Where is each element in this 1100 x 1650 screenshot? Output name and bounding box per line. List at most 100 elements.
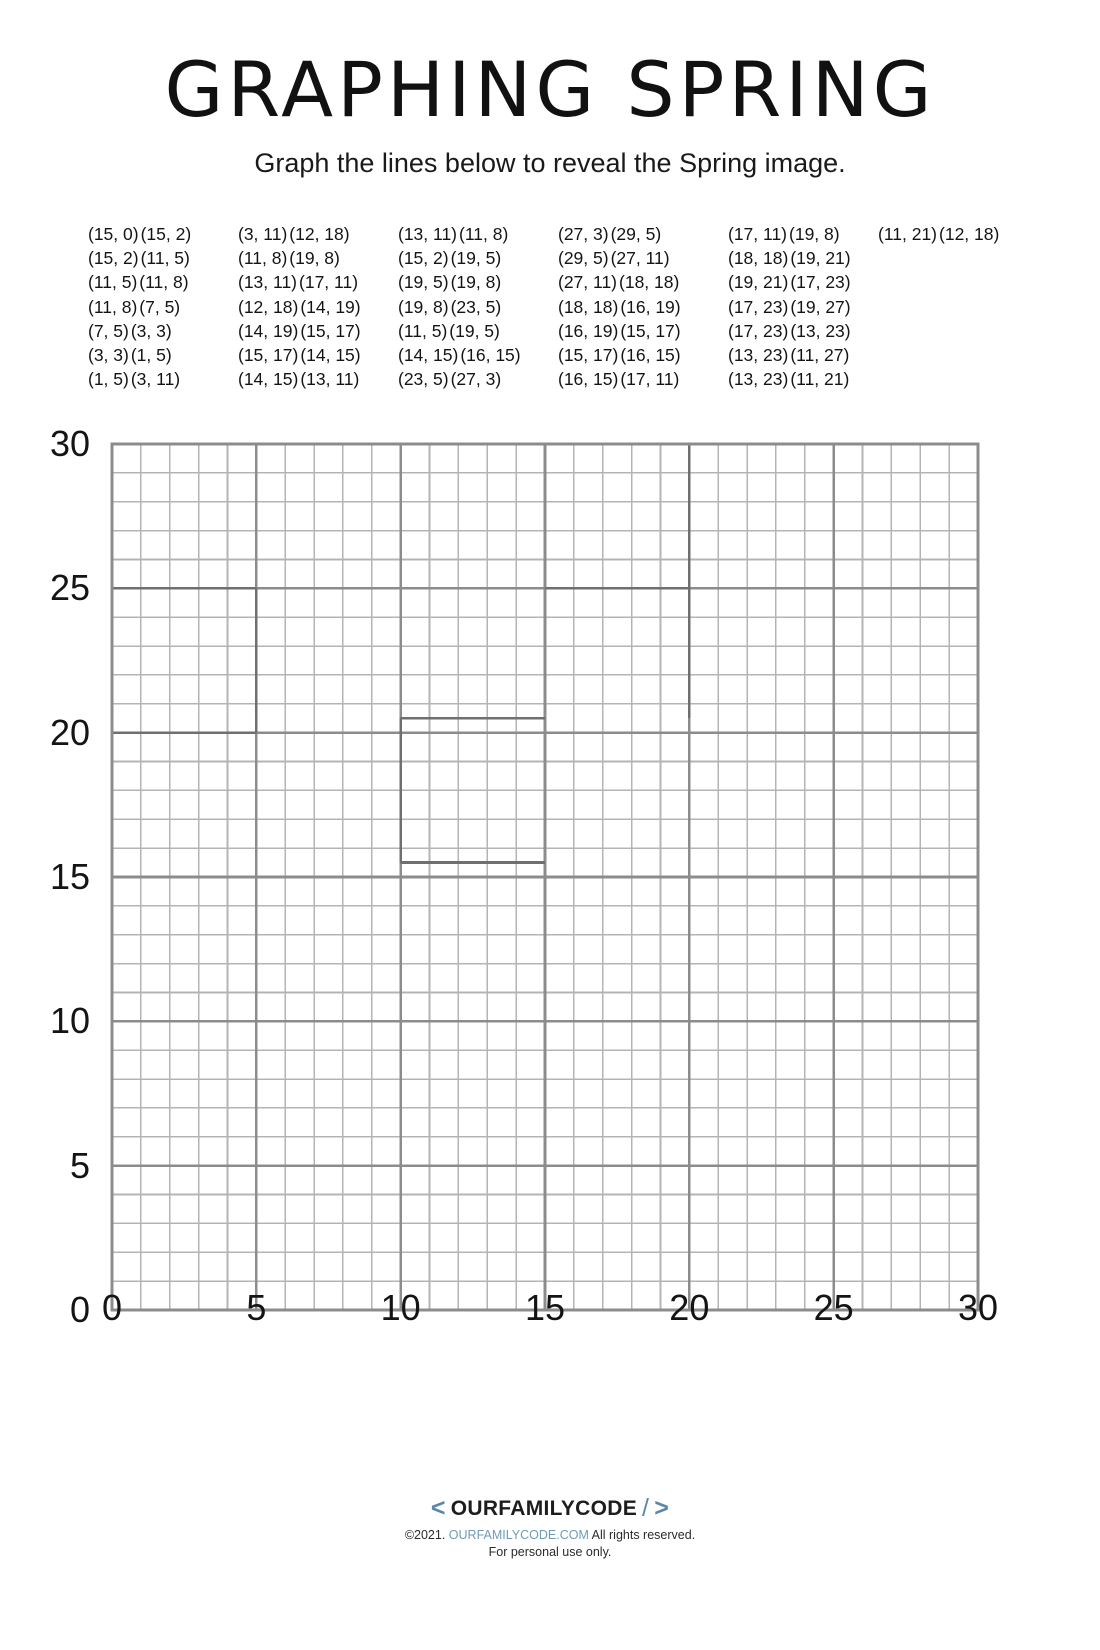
coordinate-pair-row: (19, 8) (23, 5)	[398, 295, 558, 319]
y-axis-tick-label: 15	[49, 856, 90, 897]
coordinate-to: (16, 15)	[620, 345, 681, 366]
coordinate-from: (23, 5)	[398, 369, 449, 390]
coordinate-from: (13, 23)	[728, 369, 789, 390]
coordinate-from: (29, 5)	[558, 248, 609, 269]
coordinate-from: (14, 15)	[238, 369, 299, 390]
coordinate-to: (27, 3)	[450, 369, 502, 390]
coordinate-column: (17, 11) (19, 8) (18, 18) (19, 21) (19, 21)(…	[728, 222, 878, 391]
coordinate-from: (18, 18)	[558, 296, 619, 317]
brand-logo[interactable]: < OURFAMILYCODE / >	[431, 1496, 669, 1521]
coordinate-from: (13, 11)	[398, 224, 458, 244]
coordinate-pair-row: (15, 17) (14, 15)	[238, 343, 398, 367]
x-axis-tick-label: 0	[101, 1287, 123, 1328]
graph-area: 0 5 10 15 20 25 30 0 5 10 15 20 25 30	[0, 426, 1100, 1360]
y-axis-tick-label: 20	[49, 711, 90, 753]
coordinate-from: (3, 3)	[88, 345, 129, 366]
x-axis-labels: 0 5 10 15 20 25 30	[0, 1290, 1100, 1350]
coordinate-from: (17, 11)	[728, 224, 788, 244]
copyright-icon: ©	[404, 1528, 415, 1542]
footer: < OURFAMILYCODE / > ©2021. OURFAMILYCODE…	[0, 1496, 1100, 1560]
chevron-right-icon: >	[654, 1494, 670, 1522]
y-axis-labels: 0 5 10 15 20 25 30	[0, 426, 100, 1328]
coordinate-from: (19, 21)	[728, 272, 789, 293]
brand-name: OURFAMILYCODE	[450, 1496, 638, 1520]
coordinate-to: (18, 18)	[619, 272, 680, 293]
coordinate-from: (17, 23)	[728, 320, 789, 341]
coordinate-from: (11, 5)	[88, 272, 138, 293]
coordinate-from: (13, 23)	[728, 345, 789, 366]
coordinate-from: (15, 2)	[88, 248, 139, 269]
coordinate-pair-row: (11, 5) (19, 5)	[398, 319, 558, 343]
coordinate-from: (16, 19)	[558, 320, 619, 341]
x-axis-tick-label: 20	[669, 1287, 710, 1328]
coordinate-from: (16, 15)	[558, 369, 619, 390]
coordinate-pair-row: (19, 5) (19, 8)	[398, 270, 558, 294]
coordinate-from: (3, 11)	[238, 224, 288, 244]
page-subtitle: Graph the lines below to reveal the Spri…	[254, 148, 846, 178]
x-axis-tick-label: 15	[524, 1287, 566, 1328]
coordinate-pair-row: (16, 19) (15, 17)	[558, 319, 728, 343]
coordinate-to: (16, 15)	[460, 345, 521, 366]
coordinate-from: (17, 23)	[728, 296, 789, 317]
coordinate-to: (11, 21)	[790, 369, 850, 390]
coordinate-pair-row: (11, 21) (12, 18)	[878, 222, 1012, 246]
grid-border	[110, 442, 980, 1312]
coordinate-pair-row: (15, 0) (15, 2)	[88, 222, 238, 246]
x-axis-tick-label: 10	[380, 1287, 421, 1328]
y-axis-tick-label: 25	[49, 567, 90, 609]
coordinate-pair-row: (13, 11) (17, 11)	[238, 270, 398, 294]
coordinate-to: (15, 17)	[300, 320, 361, 341]
coordinate-pair-row: (17, 11) (19, 8)	[728, 222, 878, 246]
coordinate-column: (13, 11) (11, 8) (15, 2) (19, 5) (19, 5) (19,…	[398, 222, 558, 391]
coordinate-pair-row: (17, 23) (19, 27)	[728, 295, 878, 319]
coordinate-pair-row: (18, 18) (16, 19)	[558, 295, 728, 319]
copyright-year: 2021.	[414, 1528, 446, 1542]
coordinate-to: (17, 11)	[620, 369, 680, 390]
coordinate-to: (12, 18)	[289, 224, 350, 244]
coordinate-pair-row: (17, 23) (13, 23)	[728, 319, 878, 343]
rights-text: All rights reserved.	[591, 1528, 696, 1542]
coordinate-from: (11, 21)	[878, 224, 938, 244]
site-link[interactable]: OURFAMILYCODE.COM	[448, 1528, 589, 1542]
coordinate-to: (19, 27)	[790, 296, 851, 317]
coordinate-from: (15, 17)	[558, 345, 619, 366]
coordinate-column: (11, 21) (12, 18)	[878, 222, 1012, 246]
coordinate-column: (3, 11) (12, 18) (11, 8) (19, 8) (13, 11) (17…	[238, 222, 398, 391]
coordinate-from: (1, 5)	[88, 369, 129, 390]
coordinate-pair-row: (12, 18) (14, 19)	[238, 295, 398, 319]
coordinate-pair-row: (14, 15) (13, 11)	[238, 367, 398, 391]
coordinate-to: (17, 23)	[790, 272, 851, 293]
x-axis-tick-label: 30	[957, 1287, 999, 1328]
coordinate-pair-row: (11, 5) (11, 8)	[88, 270, 238, 294]
coordinate-from: (13, 11)	[238, 272, 298, 293]
coordinate-pair-row: (13, 23) (11, 27)	[728, 343, 878, 367]
coordinate-to: (14, 19)	[300, 296, 361, 317]
coordinate-from: (18, 18)	[728, 248, 789, 269]
coordinate-pair-row: (13, 11) (11, 8)	[398, 222, 558, 246]
coordinate-from: (19, 8)	[398, 296, 449, 317]
coordinate-to: (15, 2)	[140, 224, 192, 244]
coordinate-to: (15, 17)	[620, 320, 681, 341]
coordinate-to: (17, 11)	[299, 272, 359, 293]
coordinate-pair-row: (14, 19) (15, 17)	[238, 319, 398, 343]
personal-use-note: For personal use only.	[488, 1545, 612, 1559]
coordinate-pair-row: (15, 2) (11, 5)	[88, 246, 238, 270]
coordinate-to: (19, 5)	[450, 248, 502, 269]
coordinate-pair-row: (29, 5) (27, 11)	[558, 246, 728, 270]
coordinate-from: (11, 8)	[88, 296, 138, 317]
coordinate-pair-row: (23, 5) (27, 3)	[398, 367, 558, 391]
coordinate-pair-row: (3, 3) (1, 5)	[88, 343, 238, 367]
coordinate-from: (11, 5)	[398, 320, 448, 341]
y-axis-tick-label: 10	[49, 1000, 90, 1042]
coordinate-column: (27, 3) (29, 5) (29, 5) (27, 11) (27, 11) (18…	[558, 222, 728, 391]
y-axis-tick-label: 0	[69, 1289, 90, 1330]
coordinate-list: (15, 0) (15, 2) (15, 2) (11, 5) (11, 5) (11, …	[88, 222, 1012, 391]
coordinate-to: (13, 11)	[300, 369, 360, 390]
x-axis-tick-label: 5	[246, 1287, 267, 1328]
coordinate-from: (12, 18)	[238, 296, 299, 317]
coordinate-from: (14, 19)	[238, 320, 299, 341]
coordinate-to: (19, 8)	[450, 272, 502, 293]
coordinate-pair-row: (1, 5) (3, 11)	[88, 367, 238, 391]
coordinate-pair-row: (3, 11) (12, 18)	[238, 222, 398, 246]
